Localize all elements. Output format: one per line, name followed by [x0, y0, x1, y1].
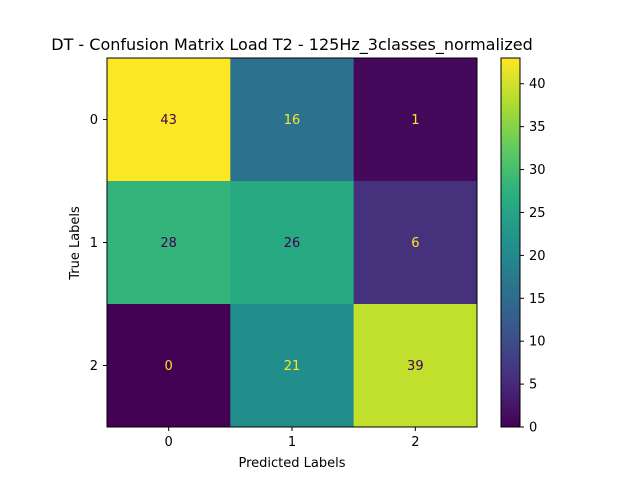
cell-value-label: 1 — [411, 113, 419, 128]
cell-value-label: 28 — [160, 236, 177, 251]
heatmap-cell — [230, 181, 355, 305]
colorbar-ticks: 0 5 10 15 20 25 30 35 40 — [520, 77, 546, 436]
colorbar — [500, 57, 521, 428]
heatmap-cell — [353, 181, 478, 305]
y-axis-ticks: 0 1 2 — [90, 113, 107, 374]
heatmap-cell — [230, 304, 355, 428]
heatmap-cell — [353, 304, 478, 428]
heatmap-cell — [107, 304, 231, 428]
colorbar-tick-label: 15 — [529, 292, 546, 307]
colorbar-tick-label: 20 — [529, 249, 546, 264]
cell-value-label: 6 — [411, 236, 419, 251]
cell-value-label: 43 — [160, 113, 177, 128]
chart-title: DT - Confusion Matrix Load T2 - 125Hz_3c… — [51, 35, 533, 55]
x-tick-label: 1 — [288, 435, 296, 450]
heatmap-cells — [107, 58, 478, 428]
y-tick-label: 0 — [90, 113, 98, 128]
heatmap-cell-labels: 43 16 1 28 26 6 0 21 39 — [160, 113, 423, 374]
colorbar-tick-label: 30 — [529, 163, 546, 178]
cell-value-label: 21 — [284, 359, 301, 374]
cell-value-label: 39 — [407, 359, 424, 374]
x-tick-label: 2 — [411, 435, 419, 450]
colorbar-tick-label: 25 — [529, 206, 546, 221]
heatmap-cell — [107, 58, 231, 182]
y-tick-label: 2 — [90, 359, 98, 374]
cell-value-label: 26 — [284, 236, 301, 251]
heatmap-cell — [230, 58, 355, 182]
colorbar-tick-label: 5 — [529, 378, 537, 393]
cell-value-label: 16 — [284, 113, 301, 128]
x-tick-label: 0 — [165, 435, 173, 450]
y-tick-label: 1 — [90, 236, 98, 251]
colorbar-tick-label: 35 — [529, 120, 546, 135]
cell-value-label: 0 — [165, 359, 173, 374]
y-axis-label: True Labels — [68, 206, 83, 281]
heatmap-cell — [107, 181, 231, 305]
heatmap-cell — [353, 58, 478, 182]
x-axis-ticks: 0 1 2 — [165, 427, 419, 450]
x-axis-label: Predicted Labels — [238, 456, 345, 471]
colorbar-tick-label: 0 — [529, 421, 537, 436]
colorbar-tick-label: 40 — [529, 77, 546, 92]
colorbar-tick-label: 10 — [529, 335, 546, 350]
